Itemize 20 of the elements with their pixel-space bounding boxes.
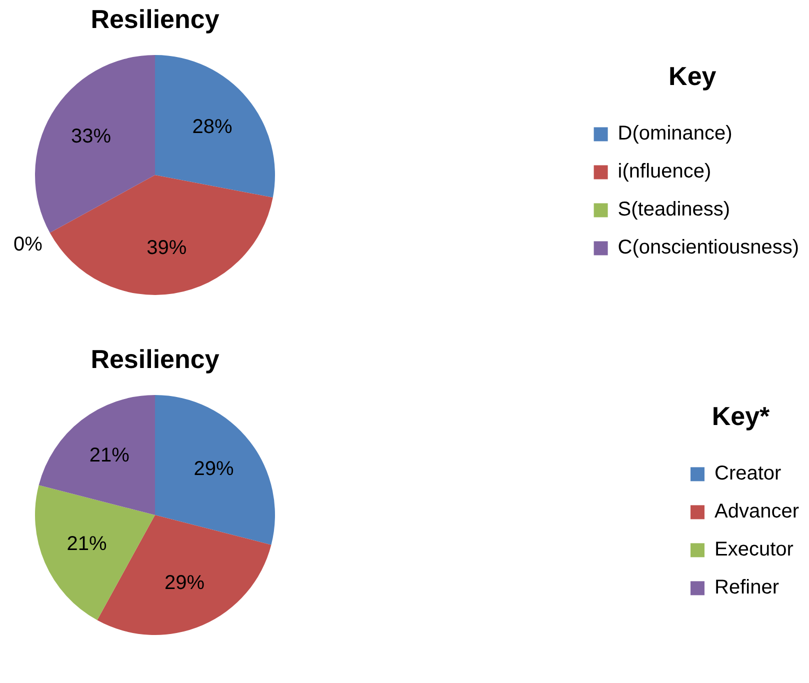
data-label: 21% bbox=[66, 533, 107, 556]
data-label: 29% bbox=[194, 458, 234, 480]
legend-label: S(teadiness) bbox=[618, 198, 730, 221]
chart-title: Resiliency bbox=[90, 344, 220, 374]
chart-title: Resiliency bbox=[90, 4, 220, 34]
data-label: 39% bbox=[146, 237, 187, 259]
data-label: 29% bbox=[164, 572, 205, 594]
legend-title: Key* bbox=[712, 401, 771, 432]
text: 0% bbox=[13, 233, 42, 256]
data-label: 33% bbox=[70, 126, 112, 148]
legend-label: D(ominance) bbox=[618, 122, 732, 145]
data-label: 28% bbox=[192, 116, 233, 138]
data-label: 21% bbox=[89, 444, 130, 467]
legend-label: Creator bbox=[714, 462, 782, 485]
legend-label: Advancer bbox=[714, 500, 800, 523]
legend-label: C(onscientiousness) bbox=[618, 236, 800, 259]
legend-label: Refiner bbox=[714, 576, 780, 599]
legend-label: Executor bbox=[714, 538, 794, 561]
legend-title: Key bbox=[668, 61, 717, 92]
legend-label: i(nfluence) bbox=[618, 160, 712, 183]
